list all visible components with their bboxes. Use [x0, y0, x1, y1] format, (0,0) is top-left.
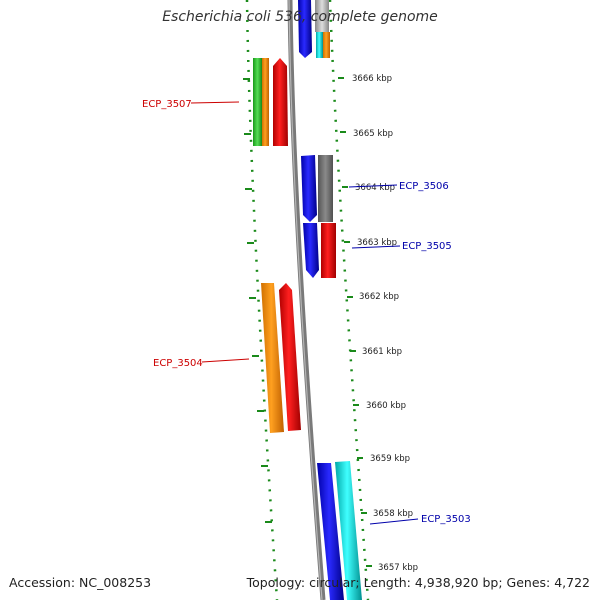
kbp-label-3664: 3664 kbp — [355, 183, 395, 193]
kbp-label-3659: 3659 kbp — [370, 454, 410, 464]
accession-text: Accession: NC_008253 — [9, 575, 152, 590]
genome-backbone-highlight — [288, 0, 323, 600]
kbp-label-3660: 3660 kbp — [366, 401, 406, 411]
gene-top-blue — [298, 0, 312, 58]
leader-ecp3506 — [348, 184, 398, 188]
gene-ecp3504-orange — [261, 283, 284, 433]
genome-summary-text: Topology: circular; Length: 4,938,920 bp… — [246, 575, 590, 590]
gene-top-cyan — [316, 32, 323, 58]
genome-title: Escherichia coli 536, complete genome — [162, 9, 438, 25]
gene-label-ecp3504[interactable]: ECP_3504 — [153, 358, 203, 369]
gene-ecp3504-red — [279, 283, 301, 431]
gene-ecp3503-cyan — [335, 461, 362, 600]
green-ticks — [243, 77, 372, 567]
leader-ecp3505 — [351, 245, 401, 249]
gene-green — [253, 58, 262, 146]
kbp-label-3663: 3663 kbp — [357, 238, 397, 248]
gene-ecp3507-red — [273, 58, 288, 146]
gene-label-ecp3507[interactable]: ECP_3507 — [142, 99, 192, 110]
gene-ecp3505-blue — [303, 223, 319, 278]
leader-ecp3504 — [201, 358, 250, 363]
leader-ecp3503 — [369, 518, 419, 525]
gene-orange-small — [262, 58, 269, 146]
gene-ecp3505-red — [321, 223, 336, 278]
kbp-label-3665: 3665 kbp — [353, 129, 393, 139]
gene-ecp3506-gray — [318, 155, 333, 222]
kbp-label-3661: 3661 kbp — [362, 347, 402, 357]
kbp-label-3658: 3658 kbp — [373, 509, 413, 519]
gene-top-orange — [323, 32, 330, 58]
gene-ecp3503-blue — [317, 463, 344, 600]
gene-label-ecp3506[interactable]: ECP_3506 — [399, 181, 449, 192]
leader-ecp3507 — [190, 101, 240, 104]
kbp-label-3657: 3657 kbp — [378, 563, 418, 573]
gene-label-ecp3505[interactable]: ECP_3505 — [402, 241, 452, 252]
right-guide-dots — [328, 0, 370, 600]
kbp-label-3662: 3662 kbp — [359, 292, 399, 302]
gene-top-lightgray — [315, 0, 329, 32]
genome-backbone — [287, 0, 326, 600]
kbp-label-3666: 3666 kbp — [352, 74, 392, 84]
gene-ecp3506-blue — [301, 155, 317, 222]
gene-label-ecp3503[interactable]: ECP_3503 — [421, 514, 471, 525]
